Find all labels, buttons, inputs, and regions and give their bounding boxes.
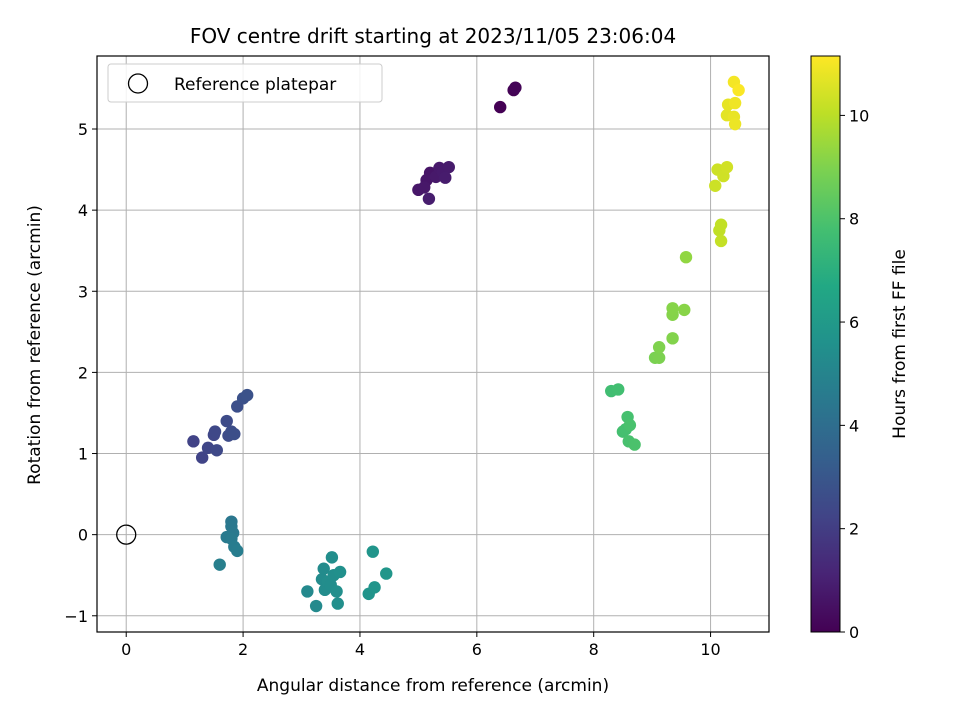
- colorbar-tick-label: 8: [849, 210, 859, 229]
- data-point: [714, 234, 728, 248]
- data-point: [208, 425, 222, 438]
- y-tick-label: 5: [78, 120, 88, 139]
- data-point: [366, 545, 380, 558]
- data-point: [714, 218, 728, 231]
- data-point: [728, 117, 742, 131]
- y-axis-label: Rotation from reference (arcmin): [25, 205, 45, 485]
- data-point: [333, 565, 347, 579]
- data-point: [720, 160, 734, 174]
- colorbar-tick-label: 4: [849, 416, 859, 435]
- data-point: [442, 160, 455, 174]
- y-tick-label: 2: [78, 363, 88, 382]
- colorbar-tick-label: 6: [849, 313, 859, 332]
- y-tick-label: 1: [78, 445, 88, 464]
- data-point: [728, 96, 742, 110]
- data-point: [494, 100, 507, 114]
- data-point: [380, 567, 393, 580]
- data-point: [679, 250, 693, 264]
- legend-entry-reference: Reference platepar: [174, 75, 336, 95]
- legend-box: [107, 63, 383, 103]
- data-points: [187, 75, 745, 613]
- data-point: [220, 414, 233, 428]
- data-point: [228, 427, 241, 441]
- y-tick-label: −1: [64, 607, 88, 626]
- data-point: [709, 179, 722, 193]
- chart-title: FOV centre drift starting at 2023/11/05 …: [190, 24, 676, 48]
- data-point: [666, 332, 679, 345]
- data-point: [240, 388, 254, 402]
- data-point: [652, 351, 666, 364]
- x-axis-label: Angular distance from reference (arcmin): [257, 676, 609, 696]
- y-tick-label: 0: [78, 526, 88, 545]
- data-point: [628, 438, 641, 451]
- data-point: [210, 444, 223, 457]
- data-point: [666, 302, 679, 315]
- x-tick-label: 2: [238, 640, 248, 659]
- data-point: [612, 383, 625, 396]
- data-point: [678, 303, 691, 317]
- data-point: [317, 562, 330, 575]
- plot-frame: [96, 55, 770, 633]
- legend-reference-marker: [127, 73, 149, 94]
- data-point: [439, 171, 452, 184]
- reference-platepar-marker: [116, 524, 137, 545]
- colorbar: [810, 55, 841, 633]
- y-tick-label: 3: [78, 282, 88, 301]
- data-point: [195, 451, 209, 464]
- x-axis-ticks: 0 2 4 6 8 10: [121, 632, 721, 659]
- data-point: [309, 599, 323, 613]
- data-point: [418, 181, 431, 194]
- colorbar-tick-label: 0: [849, 623, 859, 642]
- y-tick-label: 4: [78, 201, 88, 220]
- colorbar-label: Hours from first FF file: [890, 249, 910, 439]
- x-tick-label: 0: [121, 640, 131, 659]
- data-point: [231, 544, 244, 558]
- colorbar-tick-label: 10: [849, 106, 869, 125]
- x-tick-label: 10: [700, 640, 720, 659]
- grid-lines: [97, 56, 769, 632]
- data-point: [301, 585, 314, 598]
- data-point: [368, 581, 381, 594]
- legend: Reference platepar: [107, 63, 383, 103]
- data-point: [732, 83, 745, 97]
- reference-marker-group: [116, 524, 137, 545]
- data-point: [331, 597, 344, 610]
- data-point: [422, 192, 436, 205]
- data-point: [330, 585, 343, 598]
- x-tick-label: 8: [589, 640, 599, 659]
- colorbar-ticks: 0 2 4 6 8 10: [840, 106, 869, 642]
- data-point: [325, 551, 339, 564]
- data-point: [623, 418, 637, 432]
- x-tick-label: 4: [355, 640, 365, 659]
- data-point: [509, 81, 522, 94]
- x-tick-label: 6: [472, 640, 482, 659]
- data-point: [652, 341, 666, 354]
- data-point: [213, 558, 226, 571]
- colorbar-tick-label: 2: [849, 520, 859, 539]
- y-axis-ticks: −1 0 1 2 3 4 5: [64, 120, 97, 626]
- data-point: [187, 435, 200, 448]
